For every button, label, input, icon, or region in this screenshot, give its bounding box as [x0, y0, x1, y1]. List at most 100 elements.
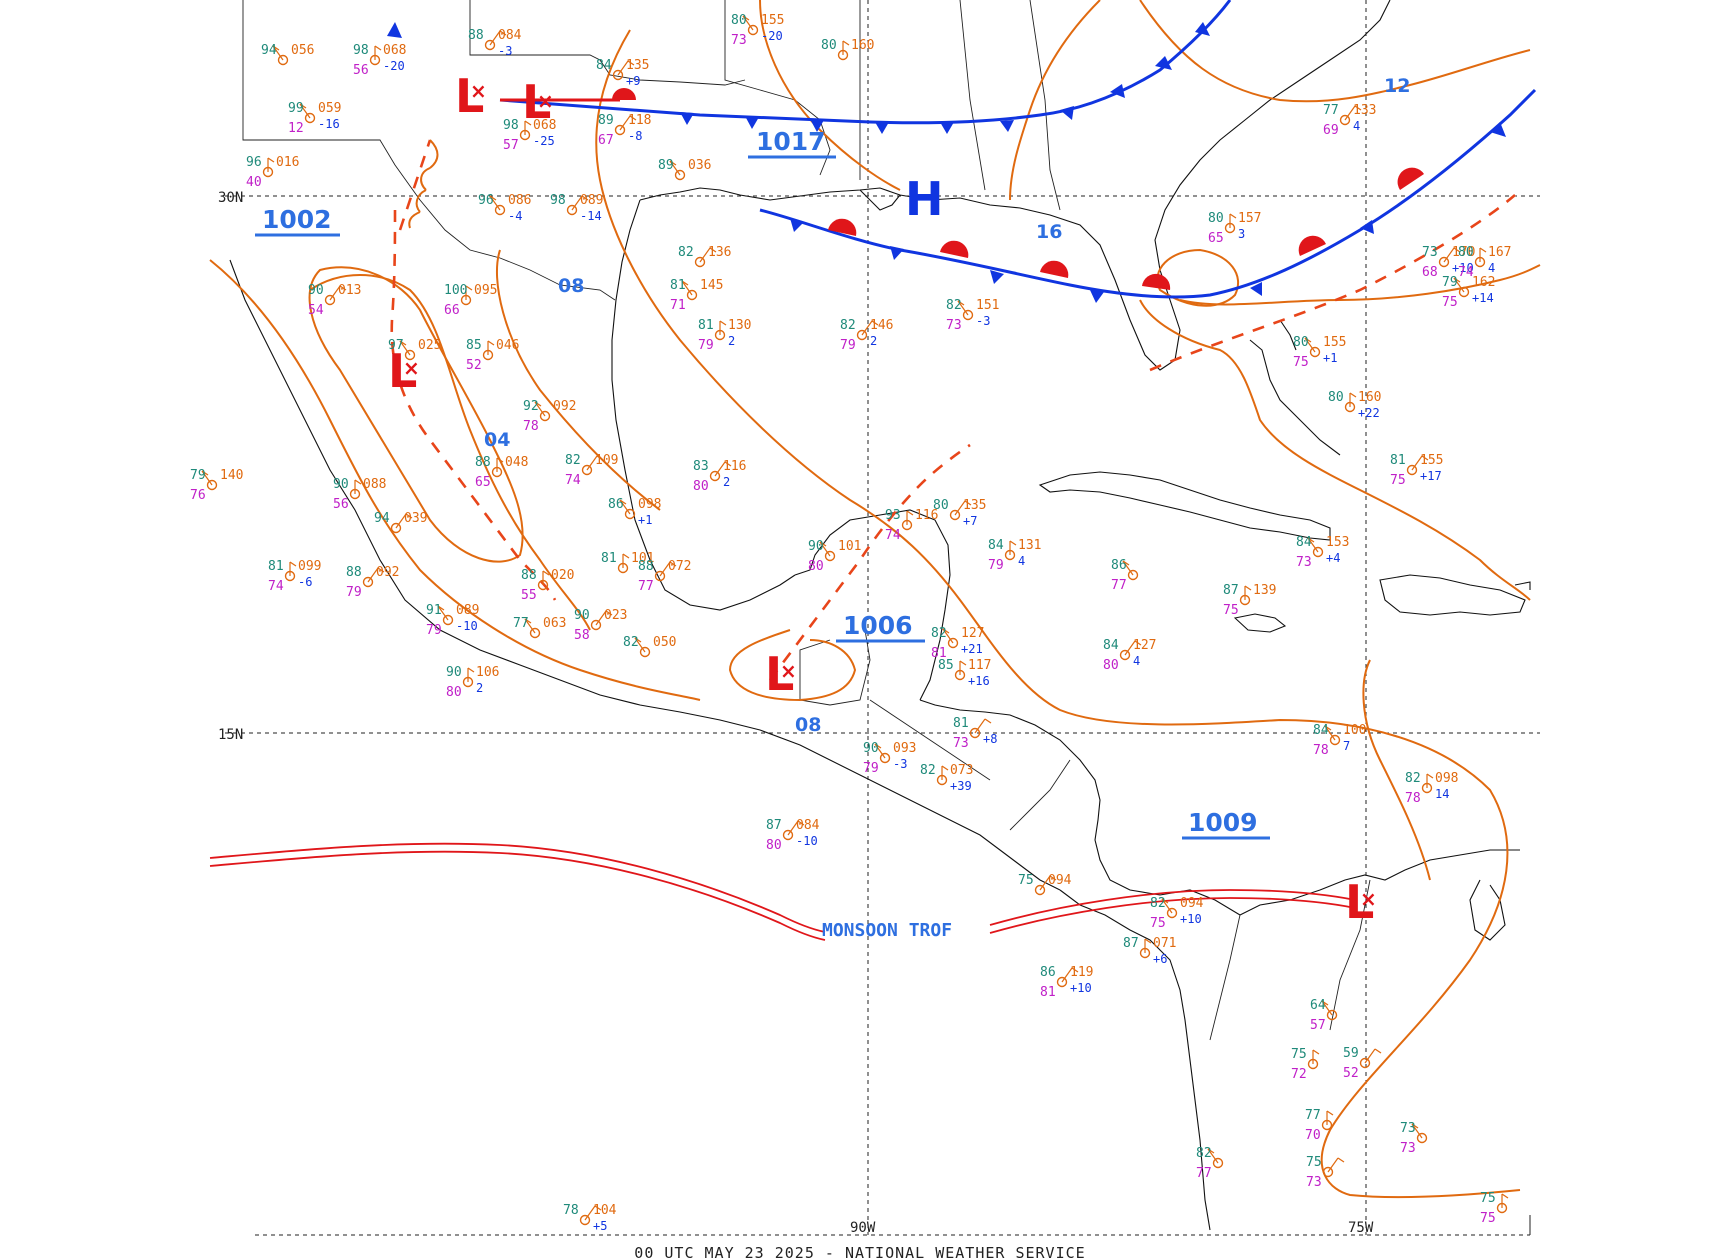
- station-temperature: 80: [1458, 245, 1474, 260]
- svg-text:×: ×: [403, 356, 420, 380]
- station-temperature: 86: [1040, 965, 1056, 980]
- station-dewpoint: 65: [1208, 231, 1224, 246]
- wind-barb-flag: [374, 45, 382, 51]
- station-temperature: 84: [1296, 535, 1312, 550]
- station-pressure: 116: [915, 508, 938, 523]
- station-pressure: 157: [1238, 211, 1261, 226]
- station-plot: 87 084 80 -10: [766, 818, 820, 853]
- wind-barb: [584, 1205, 596, 1221]
- station-plot: 97 025: [388, 338, 441, 361]
- station-temperature: 73: [1422, 245, 1438, 260]
- wind-barb: [681, 280, 693, 296]
- station-circle: [1329, 734, 1341, 746]
- station-plot: 88 020 55: [521, 568, 574, 603]
- wind-barb-flag: [1374, 1048, 1382, 1054]
- coastlines: [229, 0, 1531, 1231]
- station-plot: 77 063: [513, 616, 566, 639]
- wind-barb-flag: [942, 628, 950, 634]
- station-plot: 81 155 75 +17: [1390, 453, 1443, 488]
- station-pressure: 104: [593, 1203, 617, 1218]
- station-pressure: 135: [626, 58, 649, 73]
- station-temperature: 77: [513, 616, 529, 631]
- station-temperature: 89: [658, 158, 674, 173]
- station-temperature: 79: [190, 468, 206, 483]
- wind-barb-flag: [289, 561, 297, 567]
- station-pressure: 146: [870, 318, 893, 333]
- wind-barb-flag: [339, 285, 347, 291]
- station-pressure: 151: [976, 298, 999, 313]
- station-pressure: 140: [220, 468, 243, 483]
- station-plot: 90 023 58: [574, 608, 627, 643]
- station-pressure: 013: [338, 283, 361, 298]
- station-temperature: 81: [698, 318, 714, 333]
- wind-barb-flag: [267, 157, 275, 163]
- station-plot: 81 099 74 -6: [268, 559, 321, 594]
- wind-barb-flag: [1354, 105, 1362, 111]
- station-temperature: 97: [388, 338, 404, 353]
- station-circle: [747, 24, 759, 36]
- isobar-label-16: 16: [1036, 221, 1062, 243]
- station-plot: 80 160: [821, 38, 874, 61]
- station-circle: [442, 614, 454, 626]
- station-tendency: -8: [628, 129, 642, 143]
- station-plot: 84 153 73 +4: [1296, 535, 1349, 570]
- station-tendency: 2: [723, 475, 730, 489]
- station-circle: [390, 522, 402, 534]
- svg-text:L: L: [765, 647, 794, 701]
- station-dewpoint: 74: [885, 528, 901, 543]
- station-tendency: 2: [870, 334, 877, 348]
- station-temperature: 81: [601, 551, 617, 566]
- station-circle: [969, 727, 981, 739]
- station-plot: 98 068 57 -25: [503, 118, 556, 153]
- station-plot: 81 101: [601, 551, 654, 574]
- station-temperature: 77: [1305, 1108, 1321, 1123]
- wind-barb-flag: [964, 500, 972, 506]
- svg-text:L: L: [1345, 875, 1374, 929]
- wind-barb: [201, 470, 213, 486]
- wind-barb-flag: [629, 115, 637, 121]
- station-tendency: 4: [1353, 119, 1360, 133]
- dryline: [408, 139, 439, 229]
- station-dewpoint: 79: [863, 761, 879, 776]
- wind-barb-flag: [1312, 1049, 1320, 1055]
- isobar-label-1017: 1017: [756, 127, 826, 156]
- station-plot: 85 117+16: [938, 658, 991, 688]
- wind-barb: [957, 300, 969, 316]
- wind-barb-flag: [465, 285, 473, 291]
- station-circle: [1359, 1057, 1371, 1069]
- station-tendency: +39: [950, 779, 972, 793]
- isobar-label-12: 12: [1384, 75, 1410, 97]
- station-plot: 93 116 74: [885, 508, 938, 543]
- isobar-labels: 1002 1017 1006 1009 12 16 08 04 08: [255, 75, 1410, 840]
- station-circle: [566, 204, 578, 216]
- wind-barb-flag: [1411, 1123, 1419, 1129]
- station-pressure: 131: [1018, 538, 1041, 553]
- station-tendency: +1: [638, 513, 652, 527]
- wind-barb-flag: [1207, 1148, 1215, 1154]
- station-temperature: 59: [1343, 1046, 1359, 1061]
- wind-barb-flag: [871, 320, 879, 326]
- wind-barb-flag: [1426, 773, 1434, 779]
- station-dewpoint: 75: [1442, 295, 1458, 310]
- station-temperature: 94: [374, 511, 390, 526]
- wind-barb: [534, 401, 546, 417]
- wind-barb-flag: [669, 561, 677, 567]
- station-plot: 90 013 54: [308, 283, 361, 318]
- wind-barb-flag: [524, 120, 532, 126]
- station-dewpoint: 75: [1150, 916, 1166, 931]
- station-tendency: +6: [1153, 952, 1167, 966]
- station-pressure: 145: [700, 278, 723, 293]
- station-pressure: 136: [708, 245, 731, 260]
- station-pressure: 116: [723, 459, 746, 474]
- station-temperature: 93: [885, 508, 901, 523]
- wind-barb: [1364, 1048, 1376, 1064]
- station-plot: 80 157 65 3: [1208, 211, 1261, 246]
- station-pressure: 098: [638, 497, 661, 512]
- station-dewpoint: 56: [333, 497, 349, 512]
- station-temperature: 90: [308, 283, 324, 298]
- station-plot: 80 135+7: [933, 498, 986, 528]
- wind-barb: [942, 628, 954, 644]
